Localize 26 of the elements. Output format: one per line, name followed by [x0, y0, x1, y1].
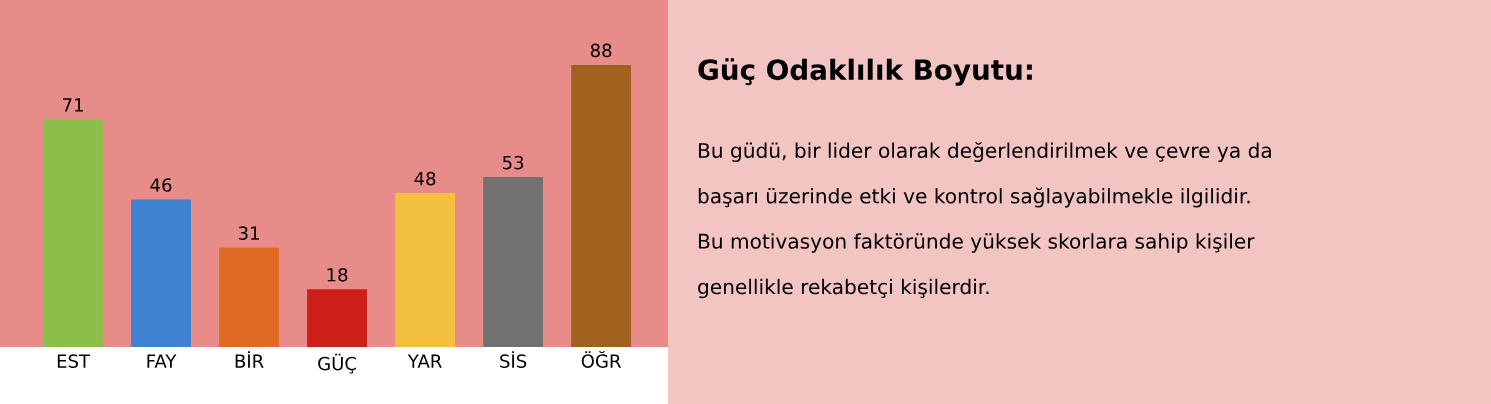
text: genellikle rekabetçi kişilerdir.	[698, 278, 989, 299]
bar	[395, 193, 456, 347]
data-label: 88	[590, 43, 612, 58]
bar	[483, 177, 544, 347]
data-label: 71	[63, 98, 83, 112]
x-tick-label: ÖĞR	[581, 350, 621, 368]
data-label: 46	[150, 178, 172, 192]
x-tick-label: GÜÇ	[318, 353, 357, 374]
text: Bu motivasyon faktöründe yüksek skorlara sahip kişiler	[698, 233, 1255, 253]
bar	[571, 64, 632, 347]
text: başarı üzerinde etki ve kontrol sağlayabilmekle ilgilidir.	[698, 187, 1250, 208]
x-tick-label: BİR	[235, 351, 264, 368]
text: Bu güdü, bir lider olarak değerlendirilmek ve çevre ya da	[698, 142, 1271, 162]
text: Güç Odaklılık Boyutu:	[698, 58, 1032, 86]
bar	[43, 119, 103, 347]
x-tick-label: EST	[57, 354, 91, 368]
data-label: 53	[503, 155, 524, 170]
x-tick-label: FAY	[147, 354, 177, 368]
x-tick-label: SİS	[500, 351, 527, 368]
bar	[307, 289, 367, 347]
data-label: 18	[327, 267, 348, 282]
bar	[219, 247, 279, 347]
bar	[131, 199, 191, 347]
x-tick-label: YAR	[407, 354, 442, 368]
data-label: 48	[414, 171, 436, 186]
data-label: 31	[238, 226, 259, 240]
